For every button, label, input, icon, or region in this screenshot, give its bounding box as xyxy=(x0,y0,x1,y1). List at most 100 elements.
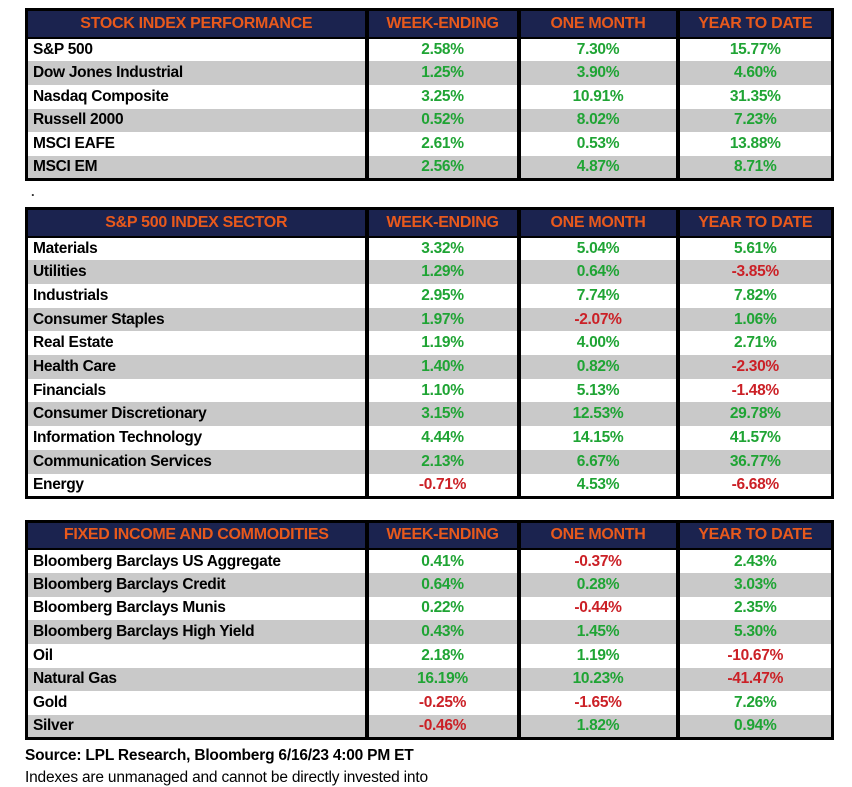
value-cell: 3.32% xyxy=(364,236,519,261)
value-cell: 0.43% xyxy=(364,620,519,644)
table-title: STOCK INDEX PERFORMANCE xyxy=(26,9,367,39)
value-cell: 3.25% xyxy=(364,84,519,109)
value-cell: 14.15% xyxy=(516,426,678,450)
header-row: FIXED INCOME AND COMMODITIES WEEK-ENDING O… xyxy=(26,521,833,551)
table-row: Bloomberg Barclays Munis 0.22% -0.44% 2.35% xyxy=(26,596,833,621)
row-label: Financials xyxy=(26,378,367,403)
row-label: Natural Gas xyxy=(26,667,367,692)
value-cell: 16.19% xyxy=(364,667,519,692)
value-cell: 6.67% xyxy=(516,449,678,474)
value-cell: -41.47% xyxy=(675,667,833,692)
value-cell: 10.91% xyxy=(516,84,678,109)
value-cell: 5.30% xyxy=(675,620,833,644)
value-cell: 1.97% xyxy=(364,307,519,332)
table-row: Industrials 2.95% 7.74% 7.82% xyxy=(26,284,833,308)
table-row: Silver -0.46% 1.82% 0.94% xyxy=(26,715,833,739)
value-cell: 3.90% xyxy=(516,61,678,85)
value-cell: 2.71% xyxy=(675,331,833,356)
performance-table: S&P 500 INDEX SECTOR WEEK-ENDING ONE MONTH… xyxy=(25,207,834,499)
table-row: MSCI EM 2.56% 4.87% 8.71% xyxy=(26,155,833,180)
value-cell: 5.61% xyxy=(675,236,833,261)
value-cell: 2.56% xyxy=(364,155,519,180)
value-cell: 2.35% xyxy=(675,596,833,621)
value-cell: 0.64% xyxy=(516,260,678,284)
value-cell: 2.58% xyxy=(364,37,519,62)
value-cell: 8.71% xyxy=(675,155,833,180)
table-row: Bloomberg Barclays US Aggregate 0.41% -0.3… xyxy=(26,549,833,573)
row-label: MSCI EAFE xyxy=(26,132,367,156)
column-header: WEEK-ENDING xyxy=(364,521,519,551)
row-label: Real Estate xyxy=(26,331,367,356)
value-cell: 7.26% xyxy=(675,691,833,715)
value-cell: -10.67% xyxy=(675,643,833,668)
value-cell: -0.46% xyxy=(364,715,519,739)
row-label: S&P 500 xyxy=(26,37,367,62)
row-label: Energy xyxy=(26,473,367,498)
value-cell: 4.00% xyxy=(516,331,678,356)
value-cell: 12.53% xyxy=(516,402,678,427)
value-cell: 4.53% xyxy=(516,473,678,498)
sp500-index-sector-table: S&P 500 INDEX SECTOR WEEK-ENDING ONE MONTH… xyxy=(25,207,852,499)
table-row: Russell 2000 0.52% 8.02% 7.23% xyxy=(26,108,833,133)
value-cell: 1.06% xyxy=(675,307,833,332)
source-line: Source: LPL Research, Bloomberg 6/16/23 … xyxy=(25,747,414,765)
value-cell: 0.82% xyxy=(516,355,678,379)
stock-index-performance-table: STOCK INDEX PERFORMANCE WEEK-ENDING ONE MO… xyxy=(25,8,852,182)
value-cell: -0.25% xyxy=(364,691,519,715)
row-label: Nasdaq Composite xyxy=(26,84,367,109)
value-cell: 10.23% xyxy=(516,667,678,692)
column-header: ONE MONTH xyxy=(516,9,678,39)
value-cell: 1.19% xyxy=(364,331,519,356)
value-cell: 0.94% xyxy=(675,715,833,739)
row-label: MSCI EM xyxy=(26,155,367,180)
table-row: Energy -0.71% 4.53% -6.68% xyxy=(26,473,833,498)
value-cell: -0.37% xyxy=(516,549,678,573)
row-label: Russell 2000 xyxy=(26,108,367,133)
value-cell: 0.53% xyxy=(516,132,678,156)
value-cell: 4.60% xyxy=(675,61,833,85)
row-label: Bloomberg Barclays Munis xyxy=(26,596,367,621)
value-cell: 2.61% xyxy=(364,132,519,156)
value-cell: 3.03% xyxy=(675,572,833,597)
table-row: Financials 1.10% 5.13% -1.48% xyxy=(26,378,833,403)
table-row: Consumer Staples 1.97% -2.07% 1.06% xyxy=(26,307,833,332)
value-cell: 1.25% xyxy=(364,61,519,85)
value-cell: 5.04% xyxy=(516,236,678,261)
table-row: Nasdaq Composite 3.25% 10.91% 31.35% xyxy=(26,84,833,109)
column-header: WEEK-ENDING xyxy=(364,9,519,39)
value-cell: 4.87% xyxy=(516,155,678,180)
column-header: YEAR TO DATE xyxy=(675,208,833,238)
value-cell: 0.64% xyxy=(364,572,519,597)
value-cell: 2.95% xyxy=(364,284,519,308)
header-row: S&P 500 INDEX SECTOR WEEK-ENDING ONE MONTH… xyxy=(26,208,833,238)
column-header: ONE MONTH xyxy=(516,521,678,551)
table-row: Bloomberg Barclays High Yield 0.43% 1.45% 5… xyxy=(26,620,833,644)
row-label: Silver xyxy=(26,715,367,739)
value-cell: 0.22% xyxy=(364,596,519,621)
column-header: ONE MONTH xyxy=(516,208,678,238)
column-header: YEAR TO DATE xyxy=(675,521,833,551)
row-label: Communication Services xyxy=(26,449,367,474)
value-cell: 36.77% xyxy=(675,449,833,474)
disclaimer-line: Indexes are unmanaged and cannot be dire… xyxy=(25,769,428,787)
value-cell: 7.30% xyxy=(516,37,678,62)
table-row: Real Estate 1.19% 4.00% 2.71% xyxy=(26,331,833,356)
value-cell: 13.88% xyxy=(675,132,833,156)
value-cell: -1.65% xyxy=(516,691,678,715)
value-cell: -2.30% xyxy=(675,355,833,379)
value-cell: 1.10% xyxy=(364,378,519,403)
performance-table: STOCK INDEX PERFORMANCE WEEK-ENDING ONE MO… xyxy=(25,8,834,182)
report-footer: Source: LPL Research, Bloomberg 6/16/23 … xyxy=(25,747,852,787)
table-row: Oil 2.18% 1.19% -10.67% xyxy=(26,643,833,668)
value-cell: 1.45% xyxy=(516,620,678,644)
row-label: Dow Jones Industrial xyxy=(26,61,367,85)
table-row: Gold -0.25% -1.65% 7.26% xyxy=(26,691,833,715)
value-cell: -1.48% xyxy=(675,378,833,403)
table-title: FIXED INCOME AND COMMODITIES xyxy=(26,521,367,551)
value-cell: -0.71% xyxy=(364,473,519,498)
value-cell: 7.74% xyxy=(516,284,678,308)
value-cell: 15.77% xyxy=(675,37,833,62)
table-row: Communication Services 2.13% 6.67% 36.77% xyxy=(26,449,833,474)
row-label: Industrials xyxy=(26,284,367,308)
table-row: MSCI EAFE 2.61% 0.53% 13.88% xyxy=(26,132,833,156)
